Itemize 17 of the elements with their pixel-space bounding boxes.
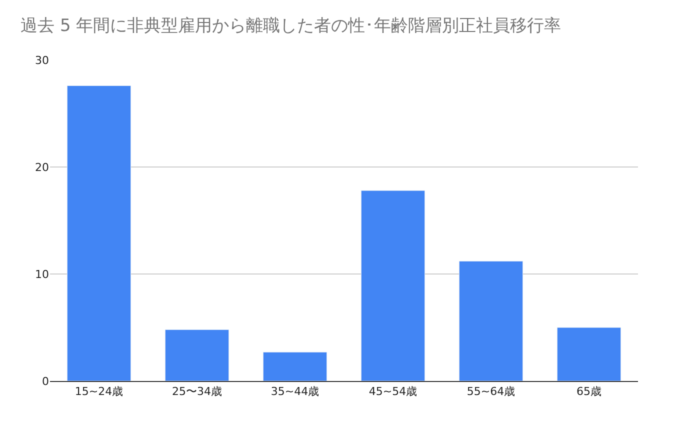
y-tick-label: 20 [35, 160, 49, 174]
bar [164, 329, 230, 381]
x-tick-label: 25〜34歳 [172, 385, 222, 398]
y-tick-label: 0 [42, 374, 49, 388]
bar [262, 352, 328, 381]
bar [66, 85, 132, 381]
x-tick-label: 45~54歳 [368, 385, 418, 398]
bar [360, 190, 426, 381]
y-tick-label: 30 [35, 54, 49, 67]
x-tick-label: 15~24歳 [74, 385, 124, 398]
chart-title: 過去 5 年間に非典型雇用から離職した者の性･年齢階層別正社員移行率 [20, 16, 562, 36]
x-tick-label: 65歳 [576, 385, 602, 398]
bar [556, 327, 622, 381]
x-tick-label: 35~44歳 [270, 385, 320, 398]
bar [458, 260, 524, 381]
y-tick-label: 10 [35, 268, 49, 281]
x-tick-label: 55~64歳 [466, 385, 516, 398]
